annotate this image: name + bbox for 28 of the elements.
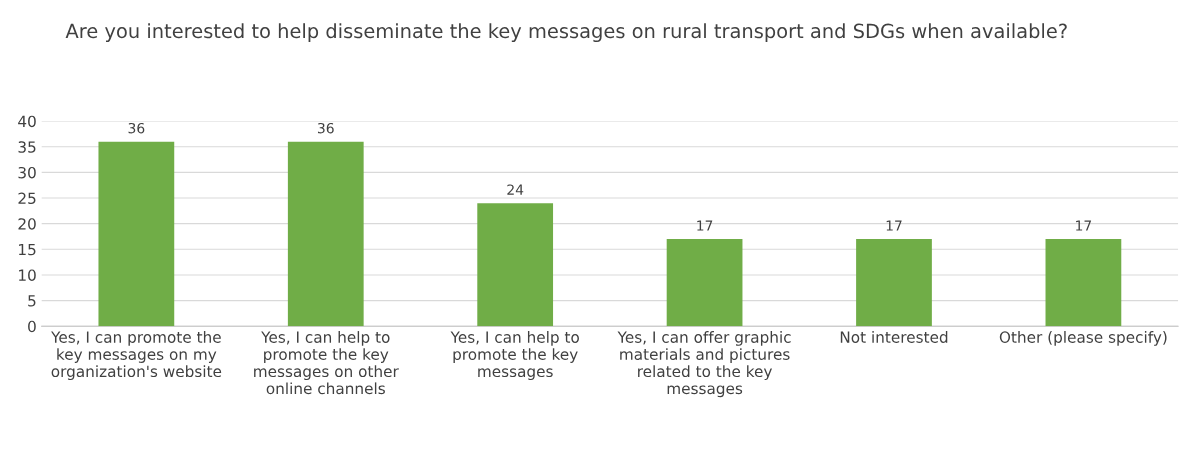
y-tick-label: 35: [18, 141, 36, 153]
x-tick-label: Other (please specify): [999, 331, 1167, 346]
x-tick-label: Yes, I can offer graphic materials and pictures related to the key messages: [617, 331, 791, 398]
x-tick-label: Yes, I can help to promote the key messages: [450, 331, 579, 381]
x-tick-label: Yes, I can promote the key messages on my organization's website: [51, 331, 222, 381]
chart-title: Are you interested to help disseminate the key messages on rural transport and SDGs when available?: [65, 23, 1067, 43]
y-tick-label: 20: [18, 218, 36, 230]
y-tick-label: 40: [18, 115, 36, 128]
bar: [856, 239, 932, 327]
bar: [477, 203, 554, 327]
x-tick-label: Not interested: [840, 331, 948, 343]
bar: [287, 141, 364, 327]
y-tick-label: 10: [19, 269, 36, 281]
y-tick-label: 15: [19, 243, 36, 256]
bar: [98, 141, 175, 327]
bar: [666, 239, 743, 327]
y-tick-label: 0: [28, 320, 36, 333]
data-label: 36: [317, 122, 334, 134]
y-tick-label: 30: [18, 166, 36, 179]
bar: [1045, 239, 1122, 327]
data-label: 36: [128, 122, 145, 134]
data-label: 17: [886, 220, 902, 231]
data-label: 24: [507, 184, 524, 195]
data-label: 17: [697, 220, 713, 231]
data-label: 17: [1076, 220, 1092, 231]
y-tick-label: 5: [28, 295, 36, 307]
x-tick-label: Yes, I can help to promote the key messages on other online channels: [254, 331, 399, 395]
y-tick-label: 25: [18, 192, 36, 205]
